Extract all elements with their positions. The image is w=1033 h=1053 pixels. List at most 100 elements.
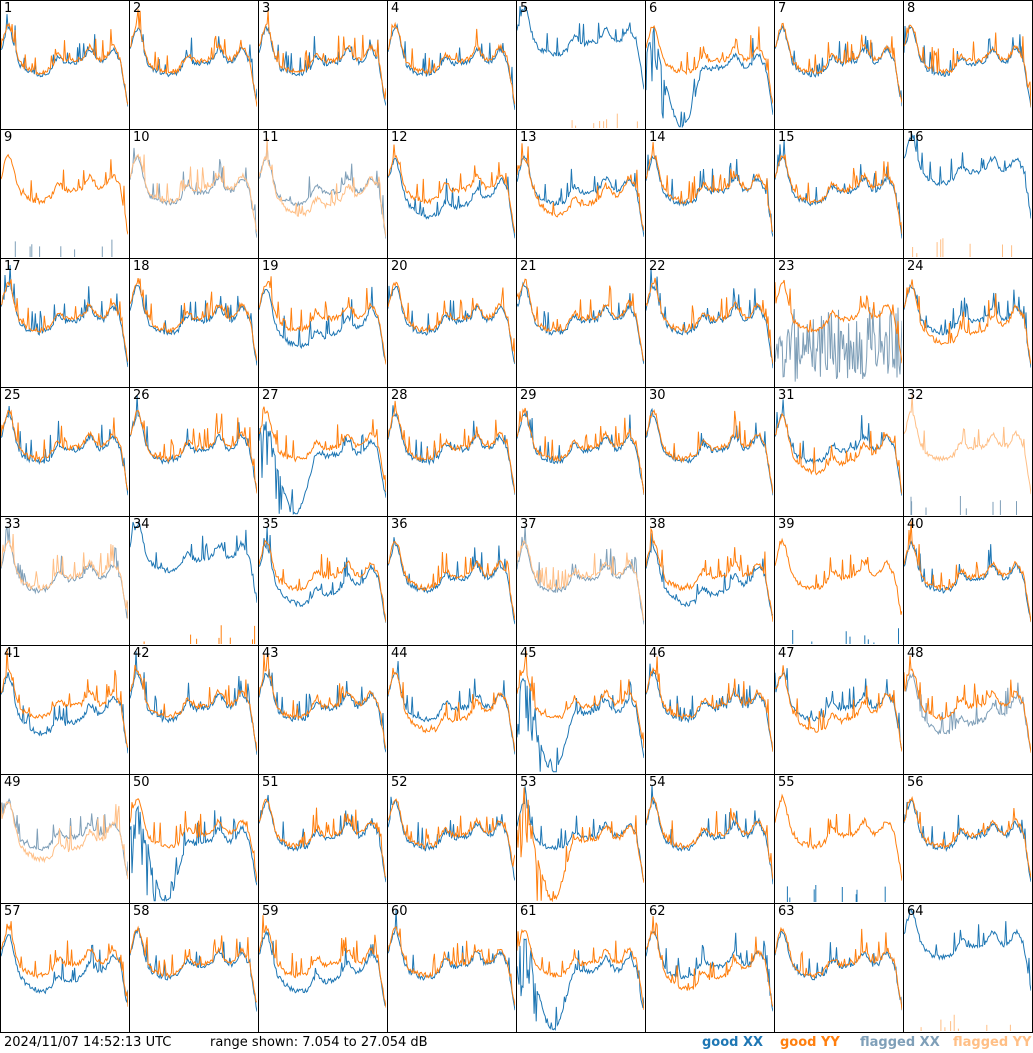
panel-spectrum xyxy=(646,24,773,128)
series-yy-good xyxy=(130,797,257,882)
series-yy-good xyxy=(130,9,257,107)
panel-spectrum xyxy=(1,264,128,368)
panel-number: 61 xyxy=(520,904,537,919)
panel-40: 40 xyxy=(903,516,1033,646)
panel-spectrum xyxy=(517,928,644,1031)
panel-13: 13 xyxy=(516,129,646,259)
series-yy-good xyxy=(904,655,1031,753)
panel-number: 7 xyxy=(778,1,787,16)
panel-spectrum xyxy=(775,793,902,902)
series-yy-good xyxy=(143,625,256,644)
panel-number: 16 xyxy=(907,130,924,145)
series-yy-good xyxy=(775,793,902,881)
panel-spectrum xyxy=(388,537,515,625)
panel-2: 2 xyxy=(129,0,259,130)
panel-spectrum xyxy=(904,24,1031,108)
series-xx-good xyxy=(646,154,773,237)
panel-1: 1 xyxy=(0,0,130,130)
series-yy-good xyxy=(259,653,386,749)
panel-number: 23 xyxy=(778,259,795,274)
panel-spectrum xyxy=(259,794,386,883)
panel-spectrum xyxy=(259,527,386,623)
panel-spectrum xyxy=(775,140,902,239)
series-xx-good xyxy=(646,533,773,617)
series-yy-good xyxy=(775,926,902,1010)
panel-28: 28 xyxy=(387,387,517,517)
series-yy-good xyxy=(517,407,644,495)
series-yy-good xyxy=(517,787,644,902)
panel-14: 14 xyxy=(645,129,775,259)
series-yy-good xyxy=(904,24,1031,107)
series-yy-good xyxy=(904,795,1031,878)
series-xx-good xyxy=(130,395,257,493)
series-xx-flagged xyxy=(904,672,1031,752)
panel-38: 38 xyxy=(645,516,775,646)
panel-16: 16 xyxy=(903,129,1033,259)
panel-11: 11 xyxy=(258,129,388,259)
series-xx-flagged xyxy=(910,496,1017,515)
series-yy-good xyxy=(388,400,515,494)
series-xx-good xyxy=(259,668,386,753)
panel-number: 21 xyxy=(520,259,537,274)
panel-spectrum xyxy=(388,21,515,110)
series-xx-good xyxy=(259,527,386,623)
series-yy-flagged xyxy=(912,238,1013,257)
panel-spectrum xyxy=(1,797,128,880)
panel-number: 10 xyxy=(133,130,150,145)
series-yy-good xyxy=(259,915,386,1008)
panel-number: 12 xyxy=(391,130,408,145)
panel-number: 13 xyxy=(520,130,537,145)
series-xx-good xyxy=(388,285,515,365)
panel-44: 44 xyxy=(387,645,517,775)
panel-29: 29 xyxy=(516,387,646,517)
series-yy-good xyxy=(130,278,257,361)
series-yy-good xyxy=(388,21,515,105)
series-xx-good xyxy=(646,663,773,752)
panel-number: 8 xyxy=(907,1,916,16)
series-yy-good xyxy=(775,537,902,615)
panel-10: 10 xyxy=(129,129,259,259)
series-xx-good xyxy=(775,24,902,107)
panel-number: 9 xyxy=(4,130,13,145)
series-xx-good xyxy=(517,5,644,90)
panel-number: 52 xyxy=(391,775,408,790)
panel-52: 52 xyxy=(387,774,517,904)
series-xx-good xyxy=(388,23,515,110)
panel-62: 62 xyxy=(645,903,775,1033)
panel-number: 29 xyxy=(520,388,537,403)
panel-number: 54 xyxy=(649,775,666,790)
panel-26: 26 xyxy=(129,387,259,517)
series-xx-good xyxy=(388,405,515,495)
panel-spectrum xyxy=(646,142,773,237)
series-yy-good xyxy=(259,276,386,365)
panel-number: 35 xyxy=(262,517,279,532)
panel-number: 56 xyxy=(907,775,924,790)
panel-number: 4 xyxy=(391,1,400,16)
series-xx-good xyxy=(646,268,773,369)
panel-spectrum xyxy=(130,520,257,644)
series-xx-good xyxy=(775,930,902,1011)
panel-spectrum xyxy=(1,526,128,620)
panel-spectrum xyxy=(517,407,644,495)
panel-number: 3 xyxy=(262,1,271,16)
panel-18: 18 xyxy=(129,258,259,388)
panel-number: 62 xyxy=(649,904,666,919)
legend-good-xx: good XX xyxy=(702,1035,764,1050)
series-xx-flagged xyxy=(775,307,902,382)
panel-number: 58 xyxy=(133,904,150,919)
panel-spectrum xyxy=(904,394,1031,515)
range-label: range shown: 7.054 to 27.054 dB xyxy=(210,1035,428,1050)
series-xx-flagged xyxy=(259,142,386,239)
panel-number: 26 xyxy=(133,388,150,403)
series-yy-good xyxy=(259,539,386,623)
series-xx-good xyxy=(646,785,773,885)
panel-number: 41 xyxy=(4,646,21,661)
series-yy-good xyxy=(259,10,386,100)
panel-19: 19 xyxy=(258,258,388,388)
panel-spectrum xyxy=(904,795,1031,882)
panel-spectrum xyxy=(1,14,128,107)
series-xx-good xyxy=(1,672,128,754)
series-yy-good xyxy=(646,656,773,752)
panel-number: 38 xyxy=(649,517,666,532)
